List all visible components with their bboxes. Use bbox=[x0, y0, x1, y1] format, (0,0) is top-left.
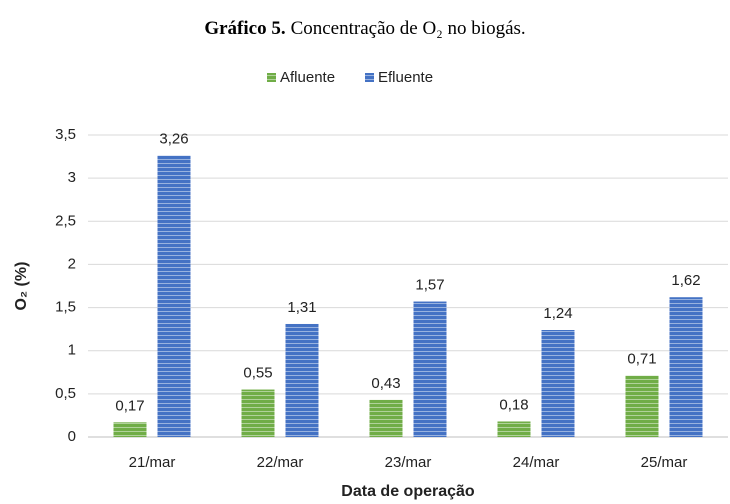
x-tick-label: 23/mar bbox=[385, 454, 432, 471]
data-label: 1,31 bbox=[287, 299, 316, 316]
data-label: 3,26 bbox=[159, 131, 188, 148]
bar bbox=[113, 422, 147, 437]
bar bbox=[285, 323, 319, 437]
data-label: 1,57 bbox=[415, 277, 444, 294]
y-tick-label: 1,5 bbox=[55, 299, 76, 316]
bar bbox=[541, 330, 575, 437]
y-tick-label: 3 bbox=[68, 169, 76, 186]
bar bbox=[369, 399, 403, 437]
bar bbox=[669, 297, 703, 437]
x-tick-label: 21/mar bbox=[129, 454, 176, 471]
bar bbox=[413, 301, 447, 437]
title-text: Concentração de O₂ no biogás. bbox=[291, 18, 526, 39]
x-axis-title: Data de operação bbox=[341, 483, 475, 500]
x-tick-label: 22/mar bbox=[257, 454, 304, 471]
x-tick-label: 25/mar bbox=[641, 454, 688, 471]
legend-label: Efluente bbox=[378, 69, 433, 86]
y-tick-label: 3,5 bbox=[55, 126, 76, 143]
data-label: 0,71 bbox=[627, 351, 656, 368]
legend-swatch bbox=[365, 73, 374, 82]
data-label: 1,24 bbox=[543, 305, 572, 322]
y-axis-title: O₂ (%) bbox=[13, 262, 30, 311]
bar bbox=[157, 155, 191, 438]
y-tick-label: 0 bbox=[68, 428, 76, 445]
data-label: 0,43 bbox=[371, 375, 400, 392]
y-tick-label: 0,5 bbox=[55, 385, 76, 402]
title-label: Gráfico 5. bbox=[204, 18, 285, 39]
data-label: 0,17 bbox=[115, 397, 144, 414]
x-tick-label: 24/mar bbox=[513, 454, 560, 471]
data-label: 0,18 bbox=[499, 396, 528, 413]
y-tick-label: 2 bbox=[68, 255, 76, 272]
data-label: 1,62 bbox=[671, 272, 700, 289]
chart-title: Gráfico 5. Concentração de O₂ no biogás. bbox=[204, 18, 525, 39]
legend-label: Afluente bbox=[280, 69, 335, 86]
y-tick-label: 1 bbox=[68, 342, 76, 359]
bar bbox=[625, 375, 659, 437]
legend-swatch bbox=[267, 73, 276, 82]
y-tick-label: 2,5 bbox=[55, 212, 76, 229]
data-label: 0,55 bbox=[243, 365, 272, 382]
bar bbox=[497, 421, 531, 437]
bar bbox=[241, 389, 275, 437]
